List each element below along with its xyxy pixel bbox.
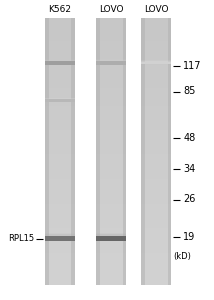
Bar: [45, 59, 75, 63]
Bar: [123, 18, 126, 285]
Bar: [96, 232, 126, 239]
Bar: [45, 99, 75, 102]
Bar: [141, 60, 171, 63]
Bar: [71, 18, 75, 285]
Bar: [45, 236, 75, 241]
Text: K562: K562: [48, 5, 71, 14]
Text: 48: 48: [183, 133, 195, 143]
Bar: [96, 59, 126, 63]
Text: LOVO: LOVO: [144, 5, 168, 14]
Bar: [45, 60, 75, 62]
Bar: [96, 60, 126, 62]
Bar: [96, 61, 126, 65]
Bar: [96, 236, 126, 241]
Text: 34: 34: [183, 164, 195, 175]
Bar: [141, 18, 145, 285]
Text: 117: 117: [183, 61, 202, 71]
Text: 19: 19: [183, 232, 195, 242]
Text: 26: 26: [183, 194, 196, 205]
Bar: [168, 18, 171, 285]
Text: LOVO: LOVO: [99, 5, 123, 14]
Bar: [96, 18, 100, 285]
Bar: [45, 61, 75, 65]
Text: (kD): (kD): [173, 252, 191, 261]
Bar: [45, 234, 75, 237]
Bar: [141, 61, 171, 62]
Bar: [96, 234, 126, 237]
Text: 85: 85: [183, 86, 196, 97]
Bar: [45, 98, 75, 101]
Bar: [141, 62, 171, 64]
Bar: [45, 98, 75, 100]
Bar: [45, 18, 49, 285]
Text: RPL15: RPL15: [8, 234, 34, 243]
Bar: [45, 232, 75, 239]
